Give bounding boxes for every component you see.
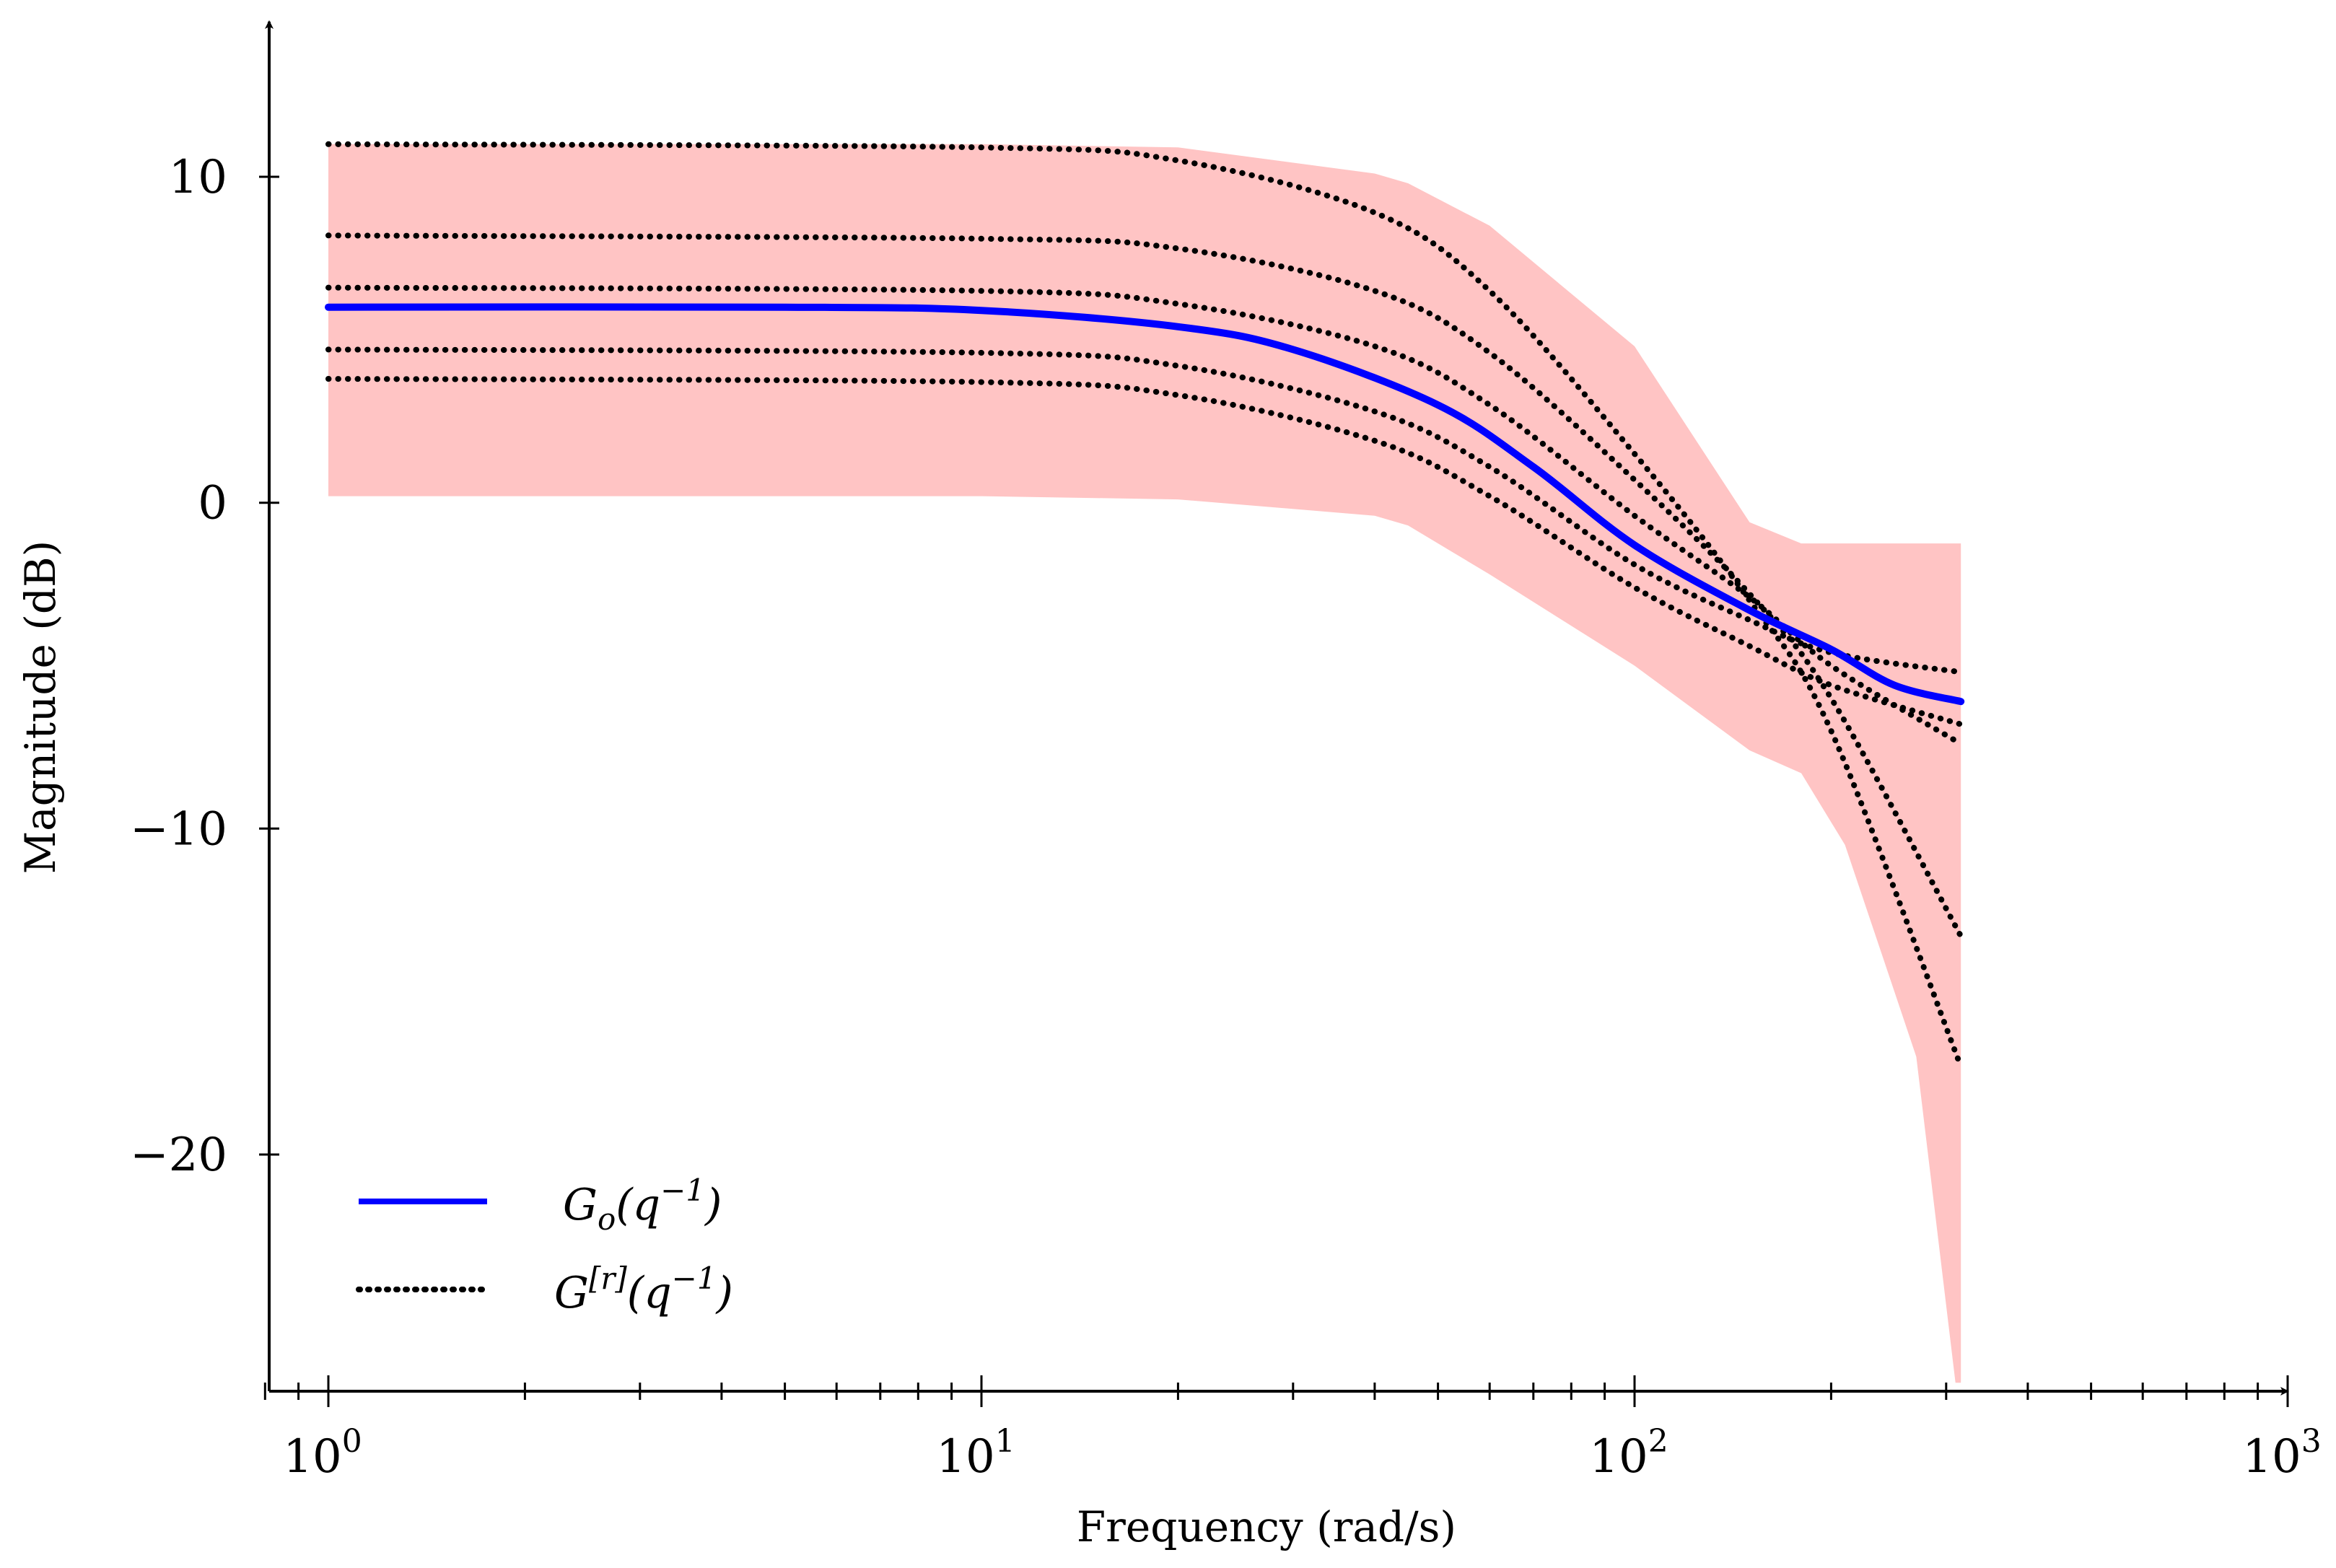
- legend-go-sub: o: [598, 1201, 616, 1237]
- x-tick-label: 101: [936, 1423, 1015, 1484]
- x-tick-exponent: 3: [2301, 1423, 2322, 1460]
- legend-go-arg: (q: [616, 1180, 660, 1230]
- y-tick-label: 10: [169, 151, 227, 204]
- legend: Go(q−1) G[r](q−1): [356, 1173, 733, 1318]
- legend-go-sup: −1: [660, 1173, 705, 1208]
- series-gr-line-2: [325, 232, 1964, 940]
- legend-go-close: ): [704, 1180, 722, 1230]
- x-tick-base: 10: [2242, 1430, 2301, 1484]
- x-tick-exponent: 0: [342, 1423, 362, 1460]
- x-tick-layer: 100 101 102 103: [263, 1375, 2322, 1484]
- y-axis-label: Magnitude (dB): [16, 540, 65, 875]
- legend-gr-bracket: [r]: [589, 1261, 627, 1296]
- series-gr-line-5: [325, 376, 1964, 727]
- x-tick-label: 100: [283, 1423, 362, 1484]
- y-tick-label: −20: [130, 1129, 227, 1182]
- y-tick-label: −10: [130, 802, 227, 856]
- legend-gr-close: ): [715, 1268, 733, 1318]
- series-gr-line-4: [325, 346, 1964, 675]
- legend-go-base: G: [563, 1180, 598, 1230]
- x-tick-exponent: 1: [995, 1423, 1015, 1460]
- x-tick-base: 10: [1589, 1430, 1648, 1484]
- legend-label-gr: G[r](q−1): [554, 1261, 733, 1318]
- y-tick-label: 0: [198, 477, 227, 530]
- axes: [265, 20, 2289, 1396]
- uncertainty-band-layer: [328, 144, 1961, 1383]
- legend-gr-base: G: [554, 1268, 589, 1318]
- x-tick-base: 10: [936, 1430, 994, 1484]
- x-tick-exponent: 2: [1648, 1423, 1668, 1460]
- x-tick-label: 102: [1589, 1423, 1668, 1484]
- legend-gr-arg: (q: [627, 1268, 672, 1318]
- series-go-line: [325, 303, 1965, 706]
- legend-label-go: Go(q−1): [563, 1173, 722, 1237]
- y-tick-layer: 10 0 −10 −20: [130, 151, 279, 1182]
- x-axis-label: Frequency (rad/s): [1077, 1502, 1456, 1551]
- legend-gr-sup: −1: [672, 1261, 717, 1296]
- uncertainty-band: [328, 144, 1961, 1383]
- x-tick-base: 10: [283, 1430, 341, 1484]
- x-tick-label: 103: [2242, 1423, 2321, 1484]
- series-layer: [325, 141, 1965, 1069]
